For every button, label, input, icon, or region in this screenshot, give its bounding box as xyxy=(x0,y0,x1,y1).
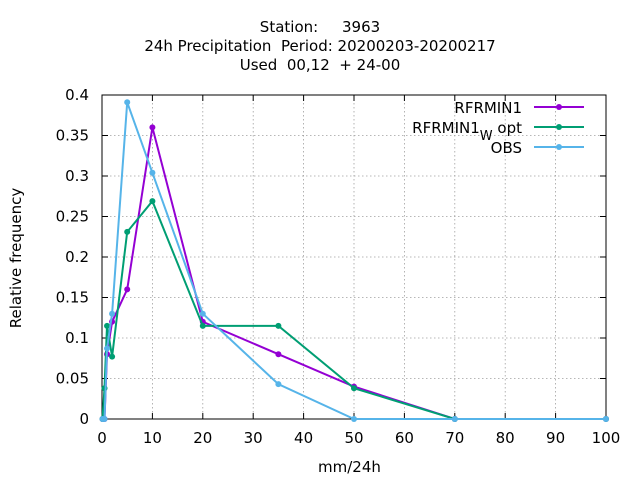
x-tick-label: 10 xyxy=(143,429,162,447)
x-tick-label: 60 xyxy=(395,429,414,447)
x-axis-title: mm/24h xyxy=(318,458,381,476)
legend-label-obs: OBS xyxy=(490,139,522,157)
data-point xyxy=(199,310,206,317)
y-tick-label: 0.25 xyxy=(56,208,89,226)
legend-marker-1 xyxy=(556,124,562,130)
data-point xyxy=(109,353,116,360)
y-tick-label: 0.15 xyxy=(56,289,89,307)
legend-label-rfrmin1: RFRMIN1 xyxy=(454,99,522,117)
data-point xyxy=(199,322,206,329)
y-tick-label: 0.05 xyxy=(56,370,89,388)
y-tick-label: 0.35 xyxy=(56,127,89,145)
x-tick-label: 100 xyxy=(592,429,621,447)
data-point xyxy=(149,124,156,131)
data-point xyxy=(104,322,111,329)
data-point xyxy=(124,99,131,106)
title-line-1: Station: 3963 xyxy=(259,18,381,36)
x-tick-label: 50 xyxy=(344,429,363,447)
x-tick-label: 0 xyxy=(97,429,107,447)
data-point xyxy=(275,381,282,388)
y-axis-title: Relative frequency xyxy=(7,187,25,329)
x-tick-label: 90 xyxy=(546,429,565,447)
data-point xyxy=(149,169,156,176)
title-line-2: 24h Precipitation Period: 20200203-20200… xyxy=(144,37,496,55)
data-point xyxy=(101,416,108,422)
data-point xyxy=(275,322,282,329)
legend-subscript: W xyxy=(479,129,493,144)
y-tick-label: 0.4 xyxy=(65,86,89,104)
x-tick-label: 30 xyxy=(244,429,263,447)
data-point xyxy=(124,286,131,293)
x-tick-label: 80 xyxy=(496,429,515,447)
title-line-3: Used 00,12 + 24-00 xyxy=(239,56,401,74)
y-tick-label: 0.1 xyxy=(65,329,89,347)
legend-label-rfrmin1-wopt: RFRMIN1W opt xyxy=(412,119,522,144)
legend-marker-0 xyxy=(556,104,562,110)
data-point xyxy=(109,310,116,317)
x-tick-label: 40 xyxy=(294,429,313,447)
data-point xyxy=(275,351,282,358)
legend-marker-2 xyxy=(556,144,562,150)
y-tick-label: 0 xyxy=(79,410,89,428)
data-point xyxy=(351,385,357,392)
data-point xyxy=(351,416,357,422)
y-tick-label: 0.3 xyxy=(65,167,89,185)
data-point xyxy=(603,416,609,422)
y-tick-label: 0.2 xyxy=(65,248,89,266)
data-point xyxy=(451,416,458,422)
x-tick-label: 70 xyxy=(445,429,464,447)
data-point xyxy=(124,228,131,235)
x-tick-label: 20 xyxy=(193,429,212,447)
data-point xyxy=(149,198,156,205)
data-point xyxy=(104,345,111,352)
